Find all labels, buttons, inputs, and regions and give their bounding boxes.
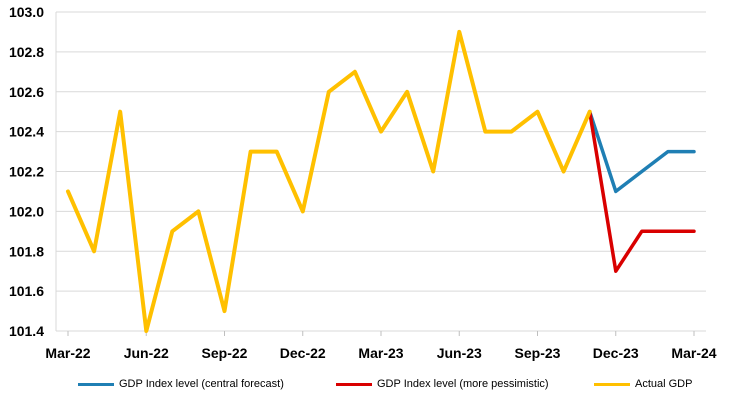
legend-swatch-central — [78, 382, 114, 386]
legend-swatch-pessimistic — [336, 382, 372, 386]
y-tick-label: 101.6 — [9, 283, 44, 299]
line-chart: 101.4 101.6 101.8 102.0 102.2 102.4 102.6 102.8… — [9, 4, 717, 361]
legend-item-central: GDP Index level (central forecast) — [78, 372, 284, 396]
x-tick-label: Sep-23 — [515, 345, 561, 361]
series-lines — [66, 29, 696, 333]
y-tick-label: 102.4 — [9, 124, 44, 140]
y-tick-label: 103.0 — [9, 4, 44, 20]
legend: GDP Index level (central forecast) GDP I… — [0, 372, 740, 396]
legend-swatch-actual — [594, 382, 630, 386]
y-tick-label: 101.8 — [9, 243, 44, 259]
y-tick-label: 102.8 — [9, 44, 44, 60]
x-tick-label: Dec-23 — [593, 345, 639, 361]
x-tick-label: Mar-22 — [45, 345, 90, 361]
x-tick-label: Mar-24 — [671, 345, 716, 361]
y-tick-label: 102.0 — [9, 203, 44, 219]
y-axis-ticks: 101.4 101.6 101.8 102.0 102.2 102.4 102.6 102.8… — [9, 4, 44, 339]
y-tick-label: 101.4 — [9, 323, 44, 339]
x-tick-label: Jun-23 — [437, 345, 482, 361]
series-line-actual-gdp — [66, 29, 592, 333]
series-line-central-forecast — [587, 109, 696, 194]
x-tick-label: Dec-22 — [280, 345, 326, 361]
legend-item-pessimistic: GDP Index level (more pessimistic) — [336, 372, 549, 396]
y-tick-label: 102.2 — [9, 164, 44, 180]
x-tick-label: Sep-22 — [202, 345, 248, 361]
legend-item-actual: Actual GDP — [594, 372, 692, 396]
x-tick-label: Jun-22 — [124, 345, 169, 361]
y-tick-label: 102.6 — [9, 84, 44, 100]
x-tick-label: Mar-23 — [358, 345, 403, 361]
series-line-pessimistic-forecast — [587, 109, 696, 273]
x-axis-ticks: Mar-22 Jun-22 Sep-22 Dec-22 Mar-23 Jun-23 Sep-… — [45, 331, 717, 361]
legend-label-pessimistic: GDP Index level (more pessimistic) — [377, 378, 549, 390]
legend-label-central: GDP Index level (central forecast) — [119, 378, 284, 390]
legend-label-actual: Actual GDP — [635, 378, 693, 390]
